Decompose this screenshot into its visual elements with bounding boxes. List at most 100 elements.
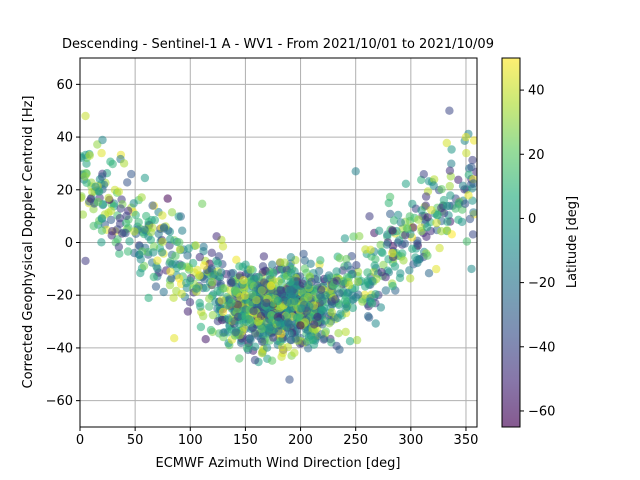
data-point xyxy=(80,172,90,181)
data-point xyxy=(171,251,180,261)
data-point xyxy=(432,218,441,228)
data-point xyxy=(340,234,350,243)
data-point xyxy=(280,258,289,267)
data-point xyxy=(464,191,473,200)
data-point xyxy=(199,311,208,321)
data-point xyxy=(358,297,367,306)
data-point xyxy=(242,343,252,353)
data-point xyxy=(93,197,103,207)
data-point xyxy=(314,266,324,276)
data-point xyxy=(217,296,226,305)
y-tick-label: 40 xyxy=(56,131,73,146)
data-point xyxy=(437,185,446,194)
data-point xyxy=(239,276,248,285)
data-point xyxy=(442,138,451,148)
data-point xyxy=(445,106,454,115)
data-point xyxy=(264,324,273,333)
x-tick-label: 150 xyxy=(233,433,258,448)
data-point xyxy=(285,329,294,338)
data-point xyxy=(123,178,132,187)
data-point xyxy=(348,303,357,313)
data-point xyxy=(371,319,380,328)
y-axis-label: Corrected Geophysical Doppler Centroid [… xyxy=(21,95,36,388)
data-point xyxy=(122,211,131,220)
colorbar-tick-label: 0 xyxy=(528,212,536,227)
data-point xyxy=(195,252,204,262)
data-point xyxy=(142,211,151,221)
data-point xyxy=(381,286,390,295)
data-point xyxy=(115,249,124,258)
data-point xyxy=(446,191,455,200)
data-point xyxy=(442,226,452,235)
data-point xyxy=(262,343,272,352)
data-point xyxy=(413,255,422,265)
data-point xyxy=(278,348,287,358)
data-point xyxy=(406,274,415,283)
data-point xyxy=(97,214,107,223)
data-point xyxy=(405,266,414,275)
data-point xyxy=(277,278,286,288)
data-point xyxy=(97,226,107,235)
data-point xyxy=(335,345,344,354)
data-point xyxy=(250,355,260,365)
data-point xyxy=(240,291,250,300)
data-point xyxy=(304,292,313,302)
data-point xyxy=(97,148,106,158)
data-point xyxy=(306,259,315,268)
x-tick-label: 250 xyxy=(343,433,368,448)
data-point xyxy=(321,327,330,336)
data-point xyxy=(196,322,206,332)
data-point xyxy=(393,238,403,247)
data-point xyxy=(427,205,436,215)
data-point xyxy=(363,268,372,277)
data-point xyxy=(419,170,428,179)
data-point xyxy=(95,187,104,196)
data-point xyxy=(108,227,117,236)
data-point xyxy=(140,225,149,234)
data-point xyxy=(364,313,374,322)
data-point xyxy=(163,194,172,203)
data-point xyxy=(176,212,185,221)
data-point xyxy=(458,181,468,190)
data-point xyxy=(104,193,113,203)
data-point xyxy=(343,261,352,270)
data-point xyxy=(247,290,257,299)
data-point xyxy=(335,254,344,263)
data-point xyxy=(170,334,179,343)
data-point xyxy=(283,318,293,327)
data-point xyxy=(469,179,477,188)
data-point xyxy=(413,239,422,248)
data-point xyxy=(219,328,228,337)
data-point xyxy=(467,162,476,172)
x-tick-label: 0 xyxy=(76,433,84,448)
data-point xyxy=(241,312,250,321)
data-point xyxy=(296,321,305,330)
data-point xyxy=(205,302,214,311)
data-point xyxy=(115,214,125,223)
chart-title: Descending - Sentinel-1 A - WV1 - From 2… xyxy=(62,37,494,52)
data-point xyxy=(467,264,476,274)
data-point xyxy=(386,209,395,219)
data-point xyxy=(336,309,345,318)
data-point xyxy=(351,167,360,176)
data-point xyxy=(296,304,305,313)
data-point xyxy=(283,342,293,352)
data-point xyxy=(408,244,417,253)
data-point xyxy=(268,260,277,269)
data-point xyxy=(286,253,296,262)
data-point xyxy=(422,222,432,232)
y-tick-label: 0 xyxy=(65,236,73,251)
data-point xyxy=(423,213,432,222)
data-point xyxy=(157,248,167,257)
data-point xyxy=(235,354,244,363)
data-point xyxy=(114,187,124,196)
data-point xyxy=(468,155,477,165)
data-point xyxy=(340,296,350,305)
colorbar-tick-label: −20 xyxy=(528,276,555,291)
colorbar-label: Latitude [deg] xyxy=(565,196,580,288)
data-point xyxy=(338,277,348,286)
colorbar-tick-label: 40 xyxy=(528,84,545,99)
data-point xyxy=(165,235,175,244)
data-point xyxy=(376,240,385,250)
data-point xyxy=(213,259,223,268)
